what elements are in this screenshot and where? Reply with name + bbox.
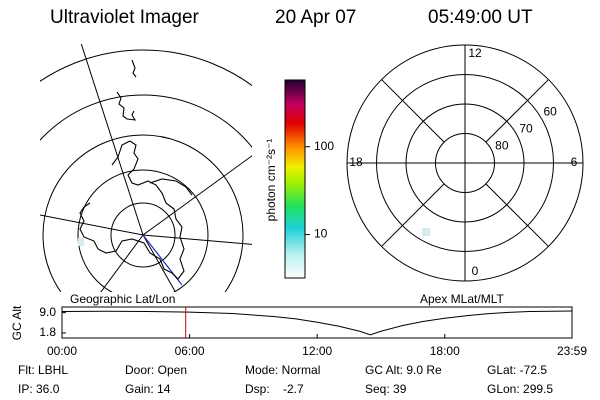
map-label: Geographic Lat/Lon — [70, 292, 175, 306]
footer: Flt: LBHL Door: Open Mode: Normal GC Alt: 9… — [18, 363, 553, 396]
meridian — [100, 234, 144, 292]
meridian — [142, 155, 252, 236]
status-field: Mode: Normal — [245, 363, 320, 377]
diagonal-line — [381, 79, 445, 143]
status-field: Flt: LBHL — [18, 363, 68, 377]
color-bar-tick-label: 100 — [314, 139, 334, 153]
x-tick-label: 06:00 — [175, 344, 205, 358]
map-circle — [110, 202, 176, 268]
color-bar-tick-label: 10 — [314, 227, 328, 241]
status-field: GC Alt: 9.0 Re — [365, 363, 442, 377]
x-tick-label: 12:00 — [302, 344, 332, 358]
meridian — [142, 234, 252, 245]
geographic-map — [40, 44, 252, 292]
map-circle — [40, 49, 252, 87]
hour-label: 6 — [571, 155, 578, 169]
status-field: GLat: -72.5 — [487, 363, 547, 377]
meridian — [40, 214, 144, 236]
date: 20 Apr 07 — [275, 7, 356, 28]
color-bar-label: photon cm⁻²s⁻¹ — [264, 139, 278, 222]
map-circle — [40, 94, 252, 148]
color-bar — [284, 79, 306, 279]
time: 05:49:00 UT — [428, 7, 533, 28]
diagonal-line — [485, 183, 549, 247]
status-field: GLon: 299.5 — [487, 382, 553, 396]
meridian — [142, 234, 177, 292]
x-tick-label: 18:00 — [430, 344, 460, 358]
coastline — [149, 178, 193, 196]
hour-label: 12 — [468, 46, 482, 60]
ring-label: 70 — [519, 121, 533, 135]
coastline — [79, 140, 185, 280]
x-tick-label: 23:59 — [557, 344, 587, 358]
color-bar-ticks: 10 100 — [305, 139, 334, 241]
y-tick-label: 1.8 — [39, 325, 56, 339]
y-axis-label: GC Alt — [10, 305, 24, 340]
diagonal-line — [485, 79, 549, 143]
altitude-chart: 9.0 1.8 00:00 06:00 12:00 18:00 23:59 — [39, 305, 587, 358]
status-field: Door: Open — [125, 363, 187, 377]
coastline — [131, 59, 137, 78]
meridian — [80, 44, 144, 236]
status-field: IP: 36.0 — [18, 382, 60, 396]
map-circle — [42, 134, 244, 292]
x-tick-label: 00:00 — [47, 344, 77, 358]
aurora-patch — [78, 238, 84, 246]
map-circle — [77, 169, 209, 292]
coastline — [116, 91, 137, 121]
altitude-line — [61, 310, 573, 336]
diagonal-line — [381, 183, 445, 247]
status-field: Seq: 39 — [365, 382, 407, 396]
ring-label: 60 — [543, 104, 557, 118]
ring-label: 80 — [495, 138, 509, 152]
status-field: Gain: 14 — [125, 382, 171, 396]
hour-label: 0 — [472, 264, 479, 278]
status-field: Dsp: -2.7 — [245, 382, 304, 396]
aurora-patch — [422, 228, 430, 236]
y-tick-label: 9.0 — [39, 305, 56, 319]
title: Ultraviolet Imager — [50, 7, 200, 28]
map-label: Apex MLat/MLT — [420, 292, 504, 306]
hour-label: 18 — [349, 155, 363, 169]
